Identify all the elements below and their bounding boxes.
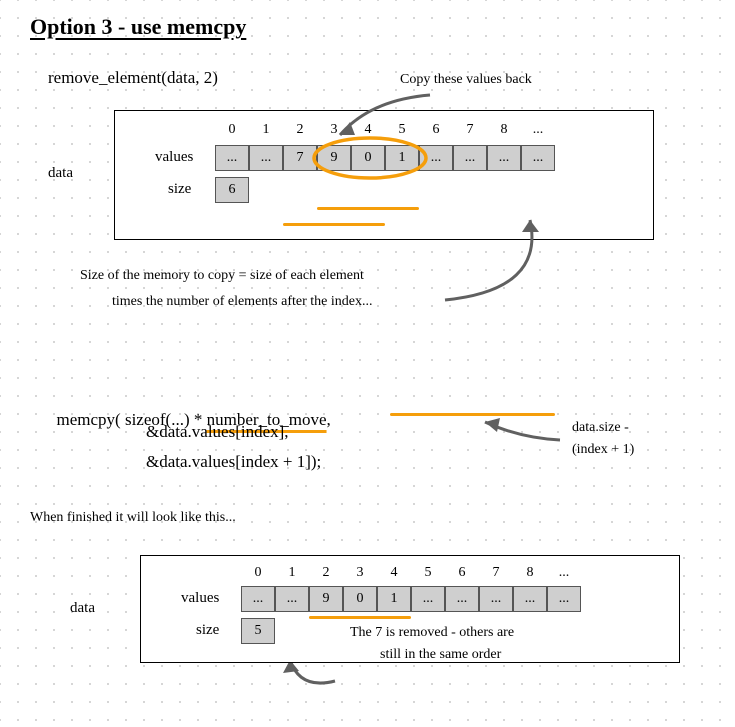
- idx: 7: [479, 562, 513, 584]
- cell: ...: [487, 145, 521, 171]
- idx: 6: [445, 562, 479, 584]
- cell: 6: [215, 177, 249, 203]
- idx: 8: [487, 119, 521, 141]
- cell: ...: [513, 586, 547, 612]
- cell: ...: [521, 145, 555, 171]
- cell: 1: [385, 145, 419, 171]
- values-row-1: ... ... 7 9 0 1 ... ... ... ...: [215, 145, 555, 171]
- page-title: Option 3 - use memcpy: [30, 14, 246, 40]
- idx: 5: [385, 119, 419, 141]
- idx: 4: [377, 562, 411, 584]
- function-call: remove_element(data, 2): [48, 68, 218, 88]
- idx: 7: [453, 119, 487, 141]
- removed-note-2: still in the same order: [380, 647, 501, 663]
- size-label-2: size: [196, 622, 219, 639]
- idx: ...: [547, 562, 581, 584]
- values-row-2: ... ... 9 0 1 ... ... ... ... ...: [241, 586, 581, 612]
- finished-note: When finished it will look like this...: [30, 510, 236, 526]
- idx: 5: [411, 562, 445, 584]
- size-cell-2: 5: [241, 618, 275, 644]
- cell: 5: [241, 618, 275, 644]
- idx: 0: [241, 562, 275, 584]
- memcpy-1c: ,: [327, 410, 331, 429]
- idx: 3: [343, 562, 377, 584]
- cell: 1: [377, 586, 411, 612]
- orange-line: [390, 413, 555, 416]
- annotation-r2: (index + 1): [572, 442, 634, 458]
- idx: 2: [309, 562, 343, 584]
- arrowhead: [485, 418, 500, 432]
- array-box-1: 0 1 2 3 4 5 6 7 8 ... values ... ... 7 9…: [114, 110, 654, 240]
- cell: 9: [309, 586, 343, 612]
- copy-note: Copy these values back: [400, 72, 532, 88]
- orange-line: [317, 207, 419, 210]
- idx: 6: [419, 119, 453, 141]
- idx: 4: [351, 119, 385, 141]
- data-label-1: data: [48, 165, 73, 182]
- memcpy-line-2: &data.values[index],: [146, 422, 289, 442]
- data-label-2: data: [70, 600, 95, 617]
- arrow-removed: [290, 660, 335, 683]
- removed-note-1: The 7 is removed - others are: [350, 625, 514, 641]
- idx: 8: [513, 562, 547, 584]
- cell: 9: [317, 145, 351, 171]
- mem-note-2: times the number of elements after the i…: [112, 294, 372, 310]
- index-row-1: 0 1 2 3 4 5 6 7 8 ...: [215, 119, 555, 141]
- idx: ...: [521, 119, 555, 141]
- orange-line: [309, 616, 411, 619]
- idx: 3: [317, 119, 351, 141]
- idx: 0: [215, 119, 249, 141]
- cell: ...: [249, 145, 283, 171]
- cell: 0: [351, 145, 385, 171]
- orange-line: [283, 223, 385, 226]
- cell: ...: [215, 145, 249, 171]
- cell: ...: [453, 145, 487, 171]
- arrow-annotation: [485, 422, 560, 440]
- values-label-2: values: [181, 590, 219, 607]
- annotation-r1: data.size -: [572, 420, 629, 436]
- cell: ...: [547, 586, 581, 612]
- size-label-1: size: [168, 181, 191, 198]
- cell: ...: [241, 586, 275, 612]
- cell: ...: [479, 586, 513, 612]
- cell: ...: [419, 145, 453, 171]
- index-row-2: 0 1 2 3 4 5 6 7 8 ...: [241, 562, 581, 584]
- idx: 1: [275, 562, 309, 584]
- size-cell-1: 6: [215, 177, 249, 203]
- cell: 0: [343, 586, 377, 612]
- values-label-1: values: [155, 149, 193, 166]
- idx: 2: [283, 119, 317, 141]
- cell: 7: [283, 145, 317, 171]
- memcpy-line-3: &data.values[index + 1]);: [146, 452, 321, 472]
- cell: ...: [275, 586, 309, 612]
- cell: ...: [445, 586, 479, 612]
- idx: 1: [249, 119, 283, 141]
- mem-note-1: Size of the memory to copy = size of eac…: [80, 268, 364, 284]
- cell: ...: [411, 586, 445, 612]
